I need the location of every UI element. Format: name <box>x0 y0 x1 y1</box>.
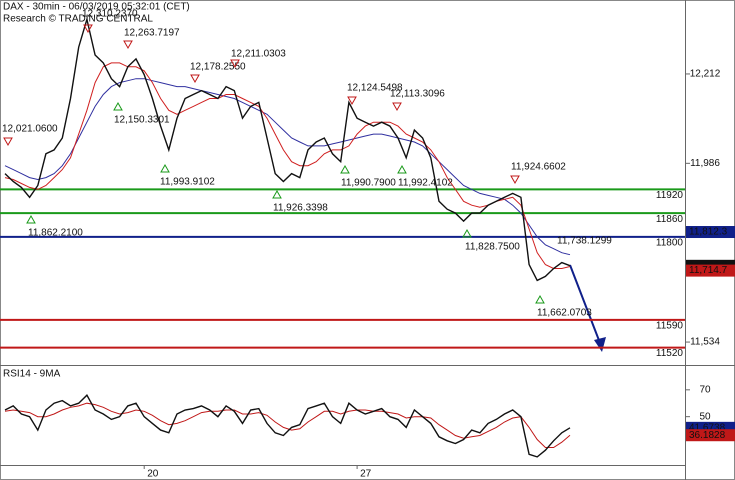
price-tag <box>686 429 735 442</box>
annotation: 12,178.2550 <box>190 62 246 73</box>
annotation: 11,924.6602 <box>511 162 566 173</box>
level-label: 11860 <box>656 214 684 225</box>
high-marker <box>3 137 13 147</box>
low-marker <box>340 164 350 174</box>
price-tag-label: 41.6738 <box>689 422 726 433</box>
annotation: 11,738.1299 <box>557 236 612 247</box>
rsi-title: RSI14 - 9MA <box>3 369 61 380</box>
x-tick-label: 27 <box>360 469 372 480</box>
annotation: 12,113.3096 <box>390 89 445 100</box>
annotation: 11,926.3398 <box>273 203 328 214</box>
y-tick-label: 11,534 <box>690 337 720 348</box>
series-line <box>4 394 571 458</box>
price-tag <box>686 264 735 277</box>
price-tag-label: 11,812.3 <box>689 227 728 238</box>
annotation: 12,263.7197 <box>124 28 180 39</box>
low-marker <box>26 214 36 224</box>
high-marker <box>190 74 200 84</box>
annotation: 11,828.7500 <box>465 242 520 253</box>
high-marker <box>392 102 402 112</box>
low-marker <box>113 101 123 111</box>
y-tick-label: 12,212 <box>690 69 721 80</box>
series-line <box>4 78 571 256</box>
level-label: 11590 <box>656 321 684 332</box>
level-label: 11520 <box>656 348 684 359</box>
high-marker <box>230 59 240 69</box>
annotation: 12,021.0600 <box>2 124 58 135</box>
price-tag-label: 11,714.7 <box>689 265 728 276</box>
annotation: 11,993.9102 <box>160 177 215 188</box>
annotation: 11,992.4102 <box>398 178 453 189</box>
forecast-arrow <box>569 264 601 344</box>
y-tick-label: 70 <box>699 384 711 395</box>
chart-subtitle: Research © TRADING CENTRAL <box>3 14 153 25</box>
price-tag <box>686 226 735 239</box>
annotation: 12,211.0303 <box>231 49 286 60</box>
price-tag-label: 36.1828 <box>689 430 726 441</box>
annotation: 11,990.7900 <box>341 178 396 189</box>
level-label: 11920 <box>656 190 684 201</box>
annotation: 11,862.2100 <box>28 228 83 239</box>
chart-title: DAX - 30min - 06/03/2019 05:32:01 (CET) <box>3 2 190 13</box>
series-line <box>4 16 571 282</box>
y-tick-label: 11,986 <box>690 158 720 169</box>
y-tick-label: 50 <box>699 411 711 422</box>
high-marker <box>510 175 520 185</box>
low-marker <box>397 164 407 174</box>
annotation: 12,150.3301 <box>114 115 170 126</box>
high-marker <box>123 40 133 50</box>
level-label: 11800 <box>656 238 684 249</box>
series-line <box>4 62 571 269</box>
high-marker <box>83 24 93 34</box>
high-marker <box>347 96 357 106</box>
annotation: 12,124.5498 <box>347 83 403 94</box>
series-line <box>4 402 571 448</box>
annotation: 12,310.2370 <box>82 9 138 20</box>
low-marker <box>535 294 545 304</box>
annotation: 11,662.0703 <box>537 308 592 319</box>
x-tick-label: 20 <box>147 469 159 480</box>
low-marker <box>272 189 282 199</box>
low-marker <box>160 163 170 173</box>
low-marker <box>462 228 472 238</box>
